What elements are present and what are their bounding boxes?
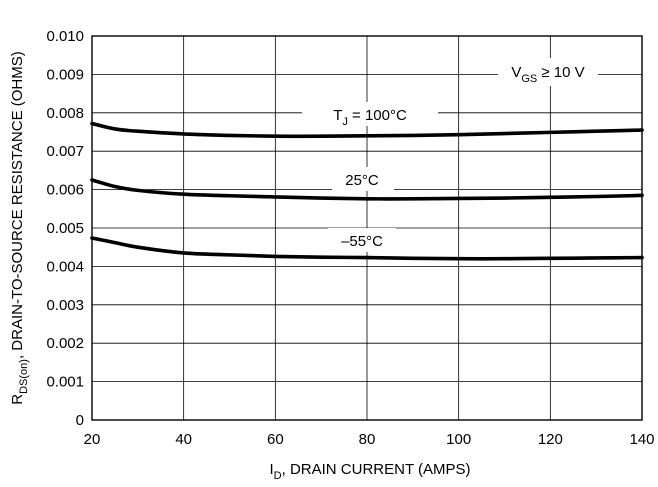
condition-label-background (498, 58, 598, 86)
x-tick-label: 20 (84, 431, 101, 448)
label-25c: 25°C (345, 172, 379, 189)
label-tj-100c-background (302, 102, 438, 126)
y-axis-label: RDS(on), DRAIN-TO-SOURCE RESISTANCE (OHM… (9, 51, 30, 404)
curve-25c (90, 178, 644, 201)
y-tick-label: 0.003 (46, 297, 84, 314)
curve-tj-100c (90, 121, 644, 139)
y-tick-label: 0 (76, 412, 84, 429)
y-tick-label: 0.006 (46, 182, 84, 199)
label-minus-55c: –55°C (341, 233, 383, 250)
label-tj-100c: TJ = 100°C (333, 107, 407, 128)
curve-minus-55c (90, 236, 644, 261)
y-tick-label: 0.007 (46, 143, 84, 160)
y-tick-labels: 0 0.001 0.002 0.003 0.004 0.005 0.006 0.007 0.00… (46, 28, 84, 429)
x-tick-label: 100 (446, 431, 471, 448)
y-tick-label: 0.002 (46, 335, 84, 352)
y-tick-label: 0.008 (46, 105, 84, 122)
curve-labels: TJ = 100°C 25°C –55°C (302, 102, 438, 252)
y-tick-label: 0.005 (46, 220, 84, 237)
x-tick-labels: 20 40 60 80 100 120 140 (84, 431, 655, 448)
label-minus-55c-background (328, 228, 396, 252)
x-tick-label: 140 (629, 431, 654, 448)
y-tick-label: 0.010 (46, 28, 84, 45)
x-tick-label: 40 (175, 431, 192, 448)
y-tick-label: 0.009 (46, 66, 84, 83)
y-tick-label: 0.004 (46, 258, 84, 275)
y-tick-label: 0.001 (46, 374, 84, 391)
x-tick-label: 80 (359, 431, 376, 448)
x-tick-label: 60 (267, 431, 284, 448)
x-axis-label: ID, DRAIN CURRENT (AMPS) (269, 461, 470, 482)
label-25c-background (332, 167, 394, 191)
condition-label: VGS ≥ 10 V (511, 64, 584, 85)
plot-frame (91, 35, 643, 421)
x-tick-label: 120 (538, 431, 563, 448)
curves (90, 121, 644, 261)
